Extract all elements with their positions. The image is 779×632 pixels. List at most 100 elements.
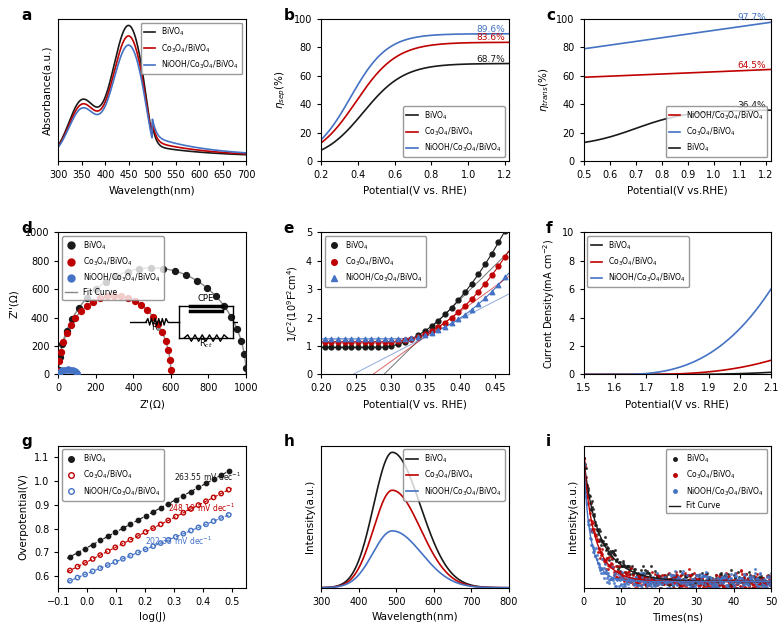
Point: [605, 558, 617, 568]
Point: [608, 567, 621, 577]
Point: [607, 562, 619, 573]
Point: [679, 583, 691, 593]
Point: [608, 549, 620, 559]
Point: [605, 551, 617, 561]
Point: [580, 463, 592, 473]
Point: [689, 580, 702, 590]
Point: [662, 577, 675, 587]
Point: [682, 574, 694, 585]
Point: [670, 570, 682, 580]
Point: [595, 540, 608, 550]
Point: [668, 583, 681, 593]
Point: [617, 571, 629, 581]
Point: [589, 530, 601, 540]
Point: [664, 576, 677, 586]
Point: [707, 574, 720, 585]
Point: [760, 571, 773, 581]
Point: [751, 573, 763, 583]
Point: [55, 346, 67, 356]
Point: [736, 574, 749, 585]
Point: [722, 580, 735, 590]
Text: g: g: [21, 434, 32, 449]
Point: [664, 583, 676, 593]
Point: [604, 560, 616, 570]
Point: [588, 511, 601, 521]
Point: [695, 574, 707, 585]
Text: 89.6%: 89.6%: [476, 25, 505, 33]
Point: [710, 579, 723, 589]
Point: [465, 279, 478, 289]
Point: [53, 356, 65, 367]
Point: [608, 580, 621, 590]
Point: [365, 343, 378, 353]
Point: [650, 573, 662, 583]
Point: [749, 573, 761, 583]
Point: [738, 572, 750, 582]
Text: c: c: [546, 8, 555, 23]
Point: [632, 571, 644, 581]
Point: [479, 279, 492, 289]
Point: [726, 576, 738, 586]
Point: [372, 334, 384, 344]
Point: [657, 574, 669, 584]
Point: [723, 583, 735, 593]
Point: [626, 574, 638, 585]
Point: [764, 576, 777, 586]
Point: [661, 575, 674, 585]
Point: [622, 580, 634, 590]
Point: [612, 575, 624, 585]
Point: [162, 535, 174, 545]
Point: [688, 568, 700, 578]
Point: [581, 487, 594, 497]
Point: [686, 569, 699, 580]
Point: [86, 566, 99, 576]
Point: [686, 583, 699, 593]
Point: [643, 576, 656, 586]
Point: [633, 575, 645, 585]
Point: [627, 566, 640, 576]
Point: [749, 568, 761, 578]
Point: [717, 575, 730, 585]
Point: [352, 334, 365, 344]
Point: [585, 540, 597, 550]
Point: [608, 578, 620, 588]
Point: [637, 572, 650, 582]
Point: [708, 583, 721, 593]
Point: [692, 580, 704, 590]
Point: [694, 580, 707, 590]
Point: [756, 580, 768, 590]
Point: [619, 568, 632, 578]
Point: [629, 564, 641, 574]
Point: [640, 581, 652, 591]
Point: [160, 336, 172, 346]
Point: [656, 578, 668, 588]
Point: [215, 489, 227, 499]
Point: [671, 579, 683, 589]
Point: [608, 549, 621, 559]
Point: [760, 576, 772, 586]
Point: [671, 569, 683, 580]
Point: [615, 569, 627, 580]
Point: [439, 317, 451, 327]
Point: [738, 577, 751, 587]
Point: [731, 575, 744, 585]
Point: [705, 578, 717, 588]
Point: [620, 562, 633, 573]
Point: [710, 578, 723, 588]
Point: [599, 557, 612, 568]
Point: [710, 581, 723, 591]
Point: [325, 337, 337, 347]
Point: [636, 573, 648, 583]
Point: [753, 577, 765, 587]
Point: [594, 526, 606, 537]
Point: [452, 307, 464, 317]
Point: [648, 580, 661, 590]
Point: [754, 574, 767, 585]
Point: [707, 579, 720, 589]
Point: [605, 573, 617, 583]
Point: [759, 580, 771, 590]
Point: [642, 578, 654, 588]
Point: [459, 301, 471, 311]
Point: [689, 583, 702, 593]
Point: [719, 574, 731, 585]
